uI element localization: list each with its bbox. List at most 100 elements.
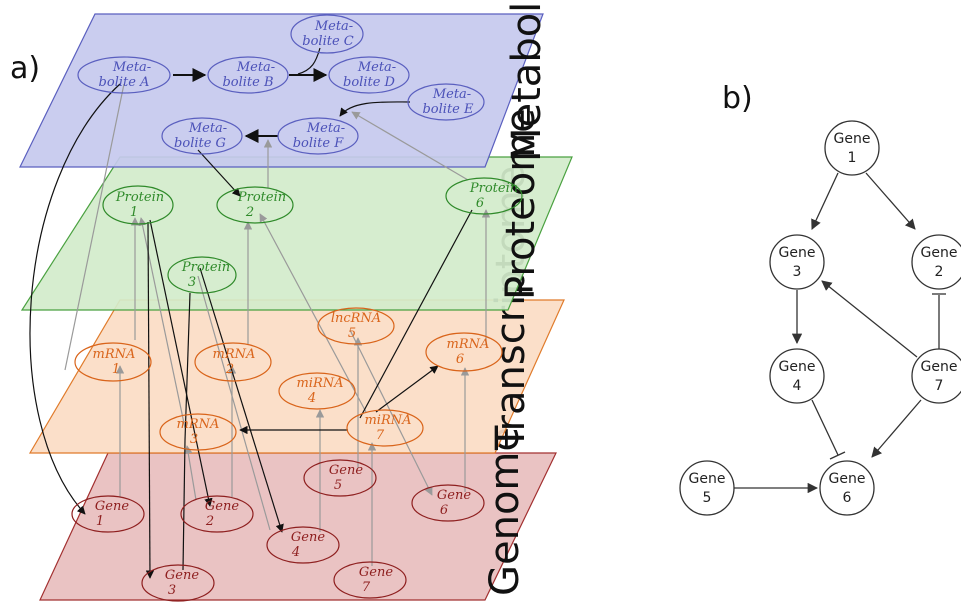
node-lncrna-5: lncRNA 5 [317, 307, 395, 345]
svg-text:Meta-: Meta- [236, 60, 275, 75]
inter-layer-edges [64, 83, 491, 566]
node-protein-1: Protein 1 [102, 185, 174, 225]
svg-text:mRNA: mRNA [213, 347, 256, 362]
node-metabolite-a: Meta- bolite A [77, 56, 171, 94]
node-mirna-7: miRNA 7 [346, 409, 424, 447]
svg-text:5: 5 [348, 326, 356, 341]
svg-text:3: 3 [793, 264, 802, 280]
svg-text:6: 6 [456, 352, 464, 367]
panel-b-letter: b) [722, 81, 753, 116]
svg-text:Gene: Gene [165, 568, 199, 583]
node-mrna-3: mRNA 3 [159, 413, 237, 451]
svg-text:Protein: Protein [469, 181, 518, 196]
net-node-gene4: Gene 4 [769, 348, 825, 404]
svg-text:4: 4 [793, 378, 802, 394]
svg-text:7: 7 [376, 428, 385, 443]
net-node-gene5: Gene 5 [679, 460, 735, 516]
edge-mirna7-protein6 [359, 209, 473, 419]
svg-text:bolite B: bolite B [222, 75, 273, 90]
svg-text:bolite E: bolite E [422, 102, 474, 117]
svg-text:1: 1 [130, 205, 138, 220]
net-edge-gene4-gene6 [811, 399, 839, 456]
node-mirna-4: miRNA 4 [278, 372, 356, 410]
svg-text:miRNA: miRNA [364, 413, 411, 428]
node-metabolite-e: Meta- bolite E [407, 83, 485, 121]
svg-text:1: 1 [112, 362, 120, 377]
svg-text:Gene: Gene [779, 245, 816, 261]
net-node-gene2: Gene 2 [911, 234, 961, 290]
edge-metabolitea-down [64, 83, 125, 371]
edge-protein3-mrna3 [184, 292, 191, 441]
edge-metabolitec-link [297, 47, 321, 75]
gene-network-nodes: Gene 1 Gene 3 Gene 2 Gene 4 Gene 7 [679, 120, 961, 516]
svg-text:3: 3 [190, 432, 198, 447]
svg-text:2: 2 [225, 362, 234, 377]
edge-mirna7-mrna6 [375, 365, 439, 413]
svg-text:Gene: Gene [437, 488, 471, 503]
net-node-gene7: Gene 7 [911, 348, 961, 404]
svg-text:2: 2 [935, 264, 944, 280]
net-edge-gene7-gene6 [871, 399, 922, 458]
node-gene-1: Gene 1 [71, 495, 145, 533]
svg-text:Meta-: Meta- [306, 121, 345, 136]
svg-text:Gene: Gene [779, 359, 816, 375]
proteome-label: Proteome [498, 108, 544, 300]
svg-text:1: 1 [848, 150, 857, 166]
svg-text:Protein: Protein [181, 260, 230, 275]
svg-text:7: 7 [935, 378, 944, 394]
svg-text:mRNA: mRNA [93, 347, 136, 362]
node-protein-2: Protein 2 [216, 186, 294, 224]
svg-text:Gene: Gene [834, 131, 871, 147]
svg-text:4: 4 [291, 545, 300, 560]
svg-text:Meta-: Meta- [357, 60, 396, 75]
svg-text:bolite G: bolite G [174, 136, 226, 151]
svg-text:Gene: Gene [689, 471, 726, 487]
net-node-gene3: Gene 3 [769, 234, 825, 290]
node-gene-3: Gene 3 [141, 564, 215, 602]
svg-text:1: 1 [96, 514, 104, 529]
net-inhibit-bar-gene6 [829, 451, 846, 460]
svg-text:Gene: Gene [291, 530, 325, 545]
node-gene-7: Gene 7 [333, 561, 407, 599]
node-gene-4: Gene 4 [266, 526, 340, 564]
gene-nodes: Gene 1 Gene 2 Gene 3 Gene 4 Gene 5 [71, 459, 485, 602]
svg-text:lncRNA: lncRNA [331, 311, 381, 326]
edge-lncrna5-gene6 [349, 329, 433, 496]
node-gene-2: Gene 2 [180, 495, 254, 533]
metabolite-nodes: Meta- bolite A Meta- bolite B Meta- boli… [77, 14, 485, 155]
svg-text:Meta-: Meta- [432, 87, 471, 102]
svg-text:Gene: Gene [359, 565, 393, 580]
panel-a: a) Genome Transcriptome Proteome Metabol… [10, 0, 573, 602]
node-metabolite-g: Meta- bolite G [161, 117, 243, 155]
svg-text:Gene: Gene [329, 463, 363, 478]
edge-mirna7-protein2 [259, 213, 367, 413]
svg-text:6: 6 [843, 490, 852, 506]
proteome-layer: Proteome [20, 108, 573, 311]
svg-text:Meta-: Meta- [188, 121, 227, 136]
metabolome-plane [19, 13, 544, 168]
genome-plane [39, 452, 557, 601]
svg-text:Meta-: Meta- [314, 19, 353, 34]
svg-text:2: 2 [245, 205, 254, 220]
net-edge-gene7-gene3 [821, 280, 918, 358]
edge-metabolitee-metabolitef [339, 101, 411, 117]
svg-text:2: 2 [205, 514, 214, 529]
gene-network-edges [734, 172, 946, 494]
svg-text:6: 6 [440, 503, 448, 518]
edge-protein1-gene3 [145, 221, 155, 579]
node-protein-3: Protein 3 [167, 256, 237, 294]
node-gene-6: Gene 6 [411, 484, 485, 522]
svg-text:5: 5 [703, 490, 712, 506]
node-metabolite-d: Meta- bolite D [328, 56, 410, 94]
svg-text:bolite A: bolite A [99, 75, 150, 90]
node-metabolite-b: Meta- bolite B [207, 56, 289, 94]
metabolome-label: Metabolome [504, 0, 550, 162]
node-protein-6: Protein 6 [445, 177, 523, 215]
svg-text:3: 3 [188, 275, 196, 290]
net-node-gene6: Gene 6 [819, 460, 875, 516]
svg-text:7: 7 [362, 580, 371, 595]
svg-text:Gene: Gene [95, 499, 129, 514]
node-metabolite-c: Meta- bolite C [290, 14, 364, 54]
edge-gene2-mrna3 [184, 445, 197, 501]
svg-text:Protein: Protein [115, 190, 164, 205]
